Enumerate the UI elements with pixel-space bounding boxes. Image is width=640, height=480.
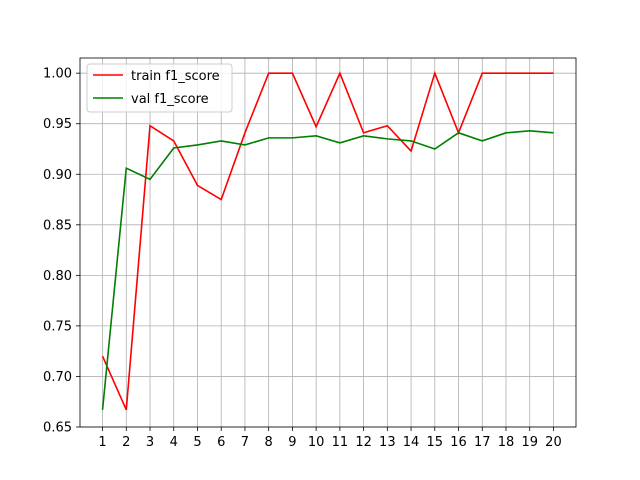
- x-tick-label: 4: [170, 435, 178, 450]
- x-tick-label: 8: [265, 435, 273, 450]
- plot-frame: [79, 57, 577, 428]
- legend-label-val: val f1_score: [131, 92, 209, 107]
- x-tick-label: 17: [474, 435, 491, 450]
- y-tick-label: 0.70: [43, 370, 72, 385]
- y-tick-label: 0.85: [43, 218, 72, 233]
- x-tick-label: 12: [355, 435, 372, 450]
- x-tick-label: 11: [332, 435, 349, 450]
- x-tick-label: 5: [193, 435, 201, 450]
- x-tick-label: 19: [521, 435, 538, 450]
- x-tick-label: 16: [450, 435, 467, 450]
- legend: train f1_score val f1_score: [86, 63, 233, 113]
- x-tick-label: 10: [308, 435, 325, 450]
- x-tick-label: 18: [498, 435, 515, 450]
- x-tick-label: 13: [379, 435, 396, 450]
- y-tick-label: 0.65: [43, 421, 72, 436]
- x-tick-label: 15: [427, 435, 444, 450]
- x-gridlines: [102, 58, 554, 427]
- val-f1-score-line: [101, 129, 554, 410]
- legend-label-train: train f1_score: [131, 69, 220, 84]
- y-axis-ticks: 0.65 0.70 0.75 0.80 0.85 0.90 0.95 1.00: [43, 67, 80, 436]
- x-tick-label: 7: [241, 435, 249, 450]
- x-tick-label: 3: [146, 435, 154, 450]
- x-tick-label: 2: [122, 435, 130, 450]
- y-tick-label: 0.95: [43, 117, 72, 132]
- x-axis-ticks: 1 2 3 4 5 6 7 8 9 10 11 12 13 14 15 16 17 18 19 20: [98, 427, 562, 450]
- x-tick-label: 20: [545, 435, 562, 450]
- y-tick-label: 0.80: [43, 269, 72, 284]
- x-tick-label: 6: [217, 435, 225, 450]
- series-layer: [101, 70, 554, 411]
- train-f1-score-line: [101, 70, 554, 411]
- plot-area: [80, 58, 576, 427]
- x-tick-label: 9: [288, 435, 296, 450]
- y-tick-label: 1.00: [43, 67, 72, 82]
- y-tick-label: 0.90: [43, 168, 72, 183]
- legend-box: [86, 63, 233, 113]
- y-tick-label: 0.75: [43, 319, 72, 334]
- x-tick-label: 14: [403, 435, 420, 450]
- x-tick-label: 1: [98, 435, 106, 450]
